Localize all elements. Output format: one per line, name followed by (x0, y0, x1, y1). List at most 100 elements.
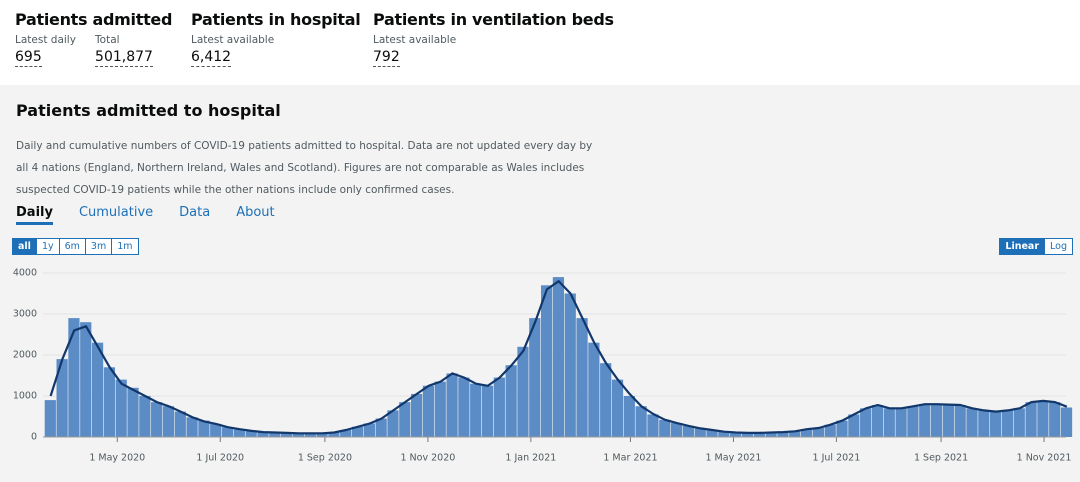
bar (304, 433, 316, 437)
bar (470, 383, 482, 437)
bar (576, 318, 588, 437)
trend-line (49, 280, 1068, 435)
tab[interactable]: About (236, 205, 275, 220)
bar (966, 408, 978, 437)
bar (68, 318, 80, 437)
x-tick-label: 1 Mar 2021 (603, 453, 657, 464)
tab[interactable]: Data (179, 205, 211, 220)
stat-title: Patients in ventilation beds (373, 10, 614, 29)
bar (860, 408, 872, 437)
scale-buttons: Linear Log (999, 238, 1073, 255)
y-tick-label: 3000 (13, 309, 37, 320)
bar (682, 425, 695, 437)
stat-label: Latest available (373, 34, 457, 46)
bar (812, 427, 824, 437)
bar (328, 432, 340, 437)
y-tick-label: 2000 (13, 350, 37, 361)
bar (80, 322, 92, 437)
bar (375, 418, 387, 437)
bar (269, 432, 281, 437)
bar (848, 414, 860, 437)
bar (1025, 402, 1037, 437)
bar (919, 404, 931, 437)
bar (198, 420, 210, 437)
bar (399, 402, 411, 437)
bar (883, 408, 895, 437)
bar (529, 318, 541, 437)
card-title: Patients admitted to hospital (16, 101, 281, 120)
y-tick-label: 1000 (13, 391, 37, 402)
bar (340, 430, 352, 437)
bar (458, 377, 470, 437)
tab[interactable]: Daily (16, 205, 53, 225)
bar (56, 359, 68, 437)
bar (718, 431, 730, 437)
description-line: all 4 nations (England, Northern Ireland… (16, 162, 585, 174)
bar (659, 419, 671, 437)
x-tick-label: 1 Jan 2021 (505, 453, 556, 464)
bar (481, 385, 494, 437)
bar (517, 346, 529, 437)
bar (91, 342, 104, 437)
scale-button[interactable]: Log (1044, 238, 1073, 255)
bar (706, 430, 718, 437)
bar (233, 429, 245, 437)
bar (741, 432, 754, 437)
stat-title: Patients admitted (15, 10, 173, 29)
x-tick-label: 1 Nov 2020 (400, 453, 455, 464)
stat-value[interactable]: 6,412 (191, 49, 232, 67)
bar (1001, 410, 1014, 437)
bar (1049, 402, 1061, 437)
tab[interactable]: Cumulative (78, 205, 154, 220)
bar (765, 432, 777, 437)
stat-group: Patients in hospital Latest available 6,4… (191, 10, 361, 67)
bar (174, 411, 186, 437)
bar (824, 424, 836, 437)
x-tick-label: 1 Jul 2021 (813, 453, 861, 464)
range-button[interactable]: 1m (111, 238, 139, 255)
stat-group: Patients admitted Latest daily 695 Total 5… (15, 10, 172, 67)
bar (730, 432, 742, 437)
bar (990, 411, 1002, 437)
stat-item: Latest available 792 (373, 29, 456, 67)
bar (363, 423, 375, 437)
bar (836, 420, 848, 437)
bar (552, 277, 565, 437)
bar (411, 393, 423, 437)
x-tick-label: 1 Nov 2021 (1017, 453, 1072, 464)
bar (351, 426, 364, 437)
stat-label: Total (95, 34, 120, 46)
bar (647, 414, 659, 437)
bar (800, 429, 813, 437)
bar (789, 431, 801, 437)
bar (446, 373, 458, 437)
bar (422, 385, 435, 437)
x-tick-label: 1 May 2020 (89, 453, 145, 464)
bar (564, 293, 576, 437)
x-tick-label: 1 Sep 2021 (914, 453, 968, 464)
stat-label: Latest available (191, 34, 275, 46)
bar (978, 410, 990, 437)
description: Daily and cumulative numbers of COVID-19… (16, 135, 592, 201)
bar (292, 433, 305, 437)
bar (139, 396, 151, 437)
bar (942, 404, 954, 437)
bar (635, 406, 647, 437)
range-buttons: all 1y 6m 3m 1m (12, 238, 139, 255)
bar (600, 363, 612, 437)
stat-value[interactable]: 792 (373, 49, 400, 67)
bar (210, 423, 222, 437)
bar (588, 342, 600, 437)
stat-item: Latest available 6,412 (191, 29, 274, 67)
bar (387, 410, 399, 437)
bar (611, 379, 624, 437)
bar (540, 285, 553, 437)
bar (127, 387, 139, 437)
range-button[interactable]: 6m (58, 238, 86, 255)
stat-value[interactable]: 501,877 (95, 49, 153, 67)
stat-value[interactable]: 695 (15, 49, 42, 67)
bar (623, 396, 635, 437)
chart: 0 1000 2000 3000 4000 1 May 2020 1 Jul 2020 1 S… (13, 268, 1073, 464)
bar (1060, 407, 1073, 437)
bar (281, 432, 293, 437)
